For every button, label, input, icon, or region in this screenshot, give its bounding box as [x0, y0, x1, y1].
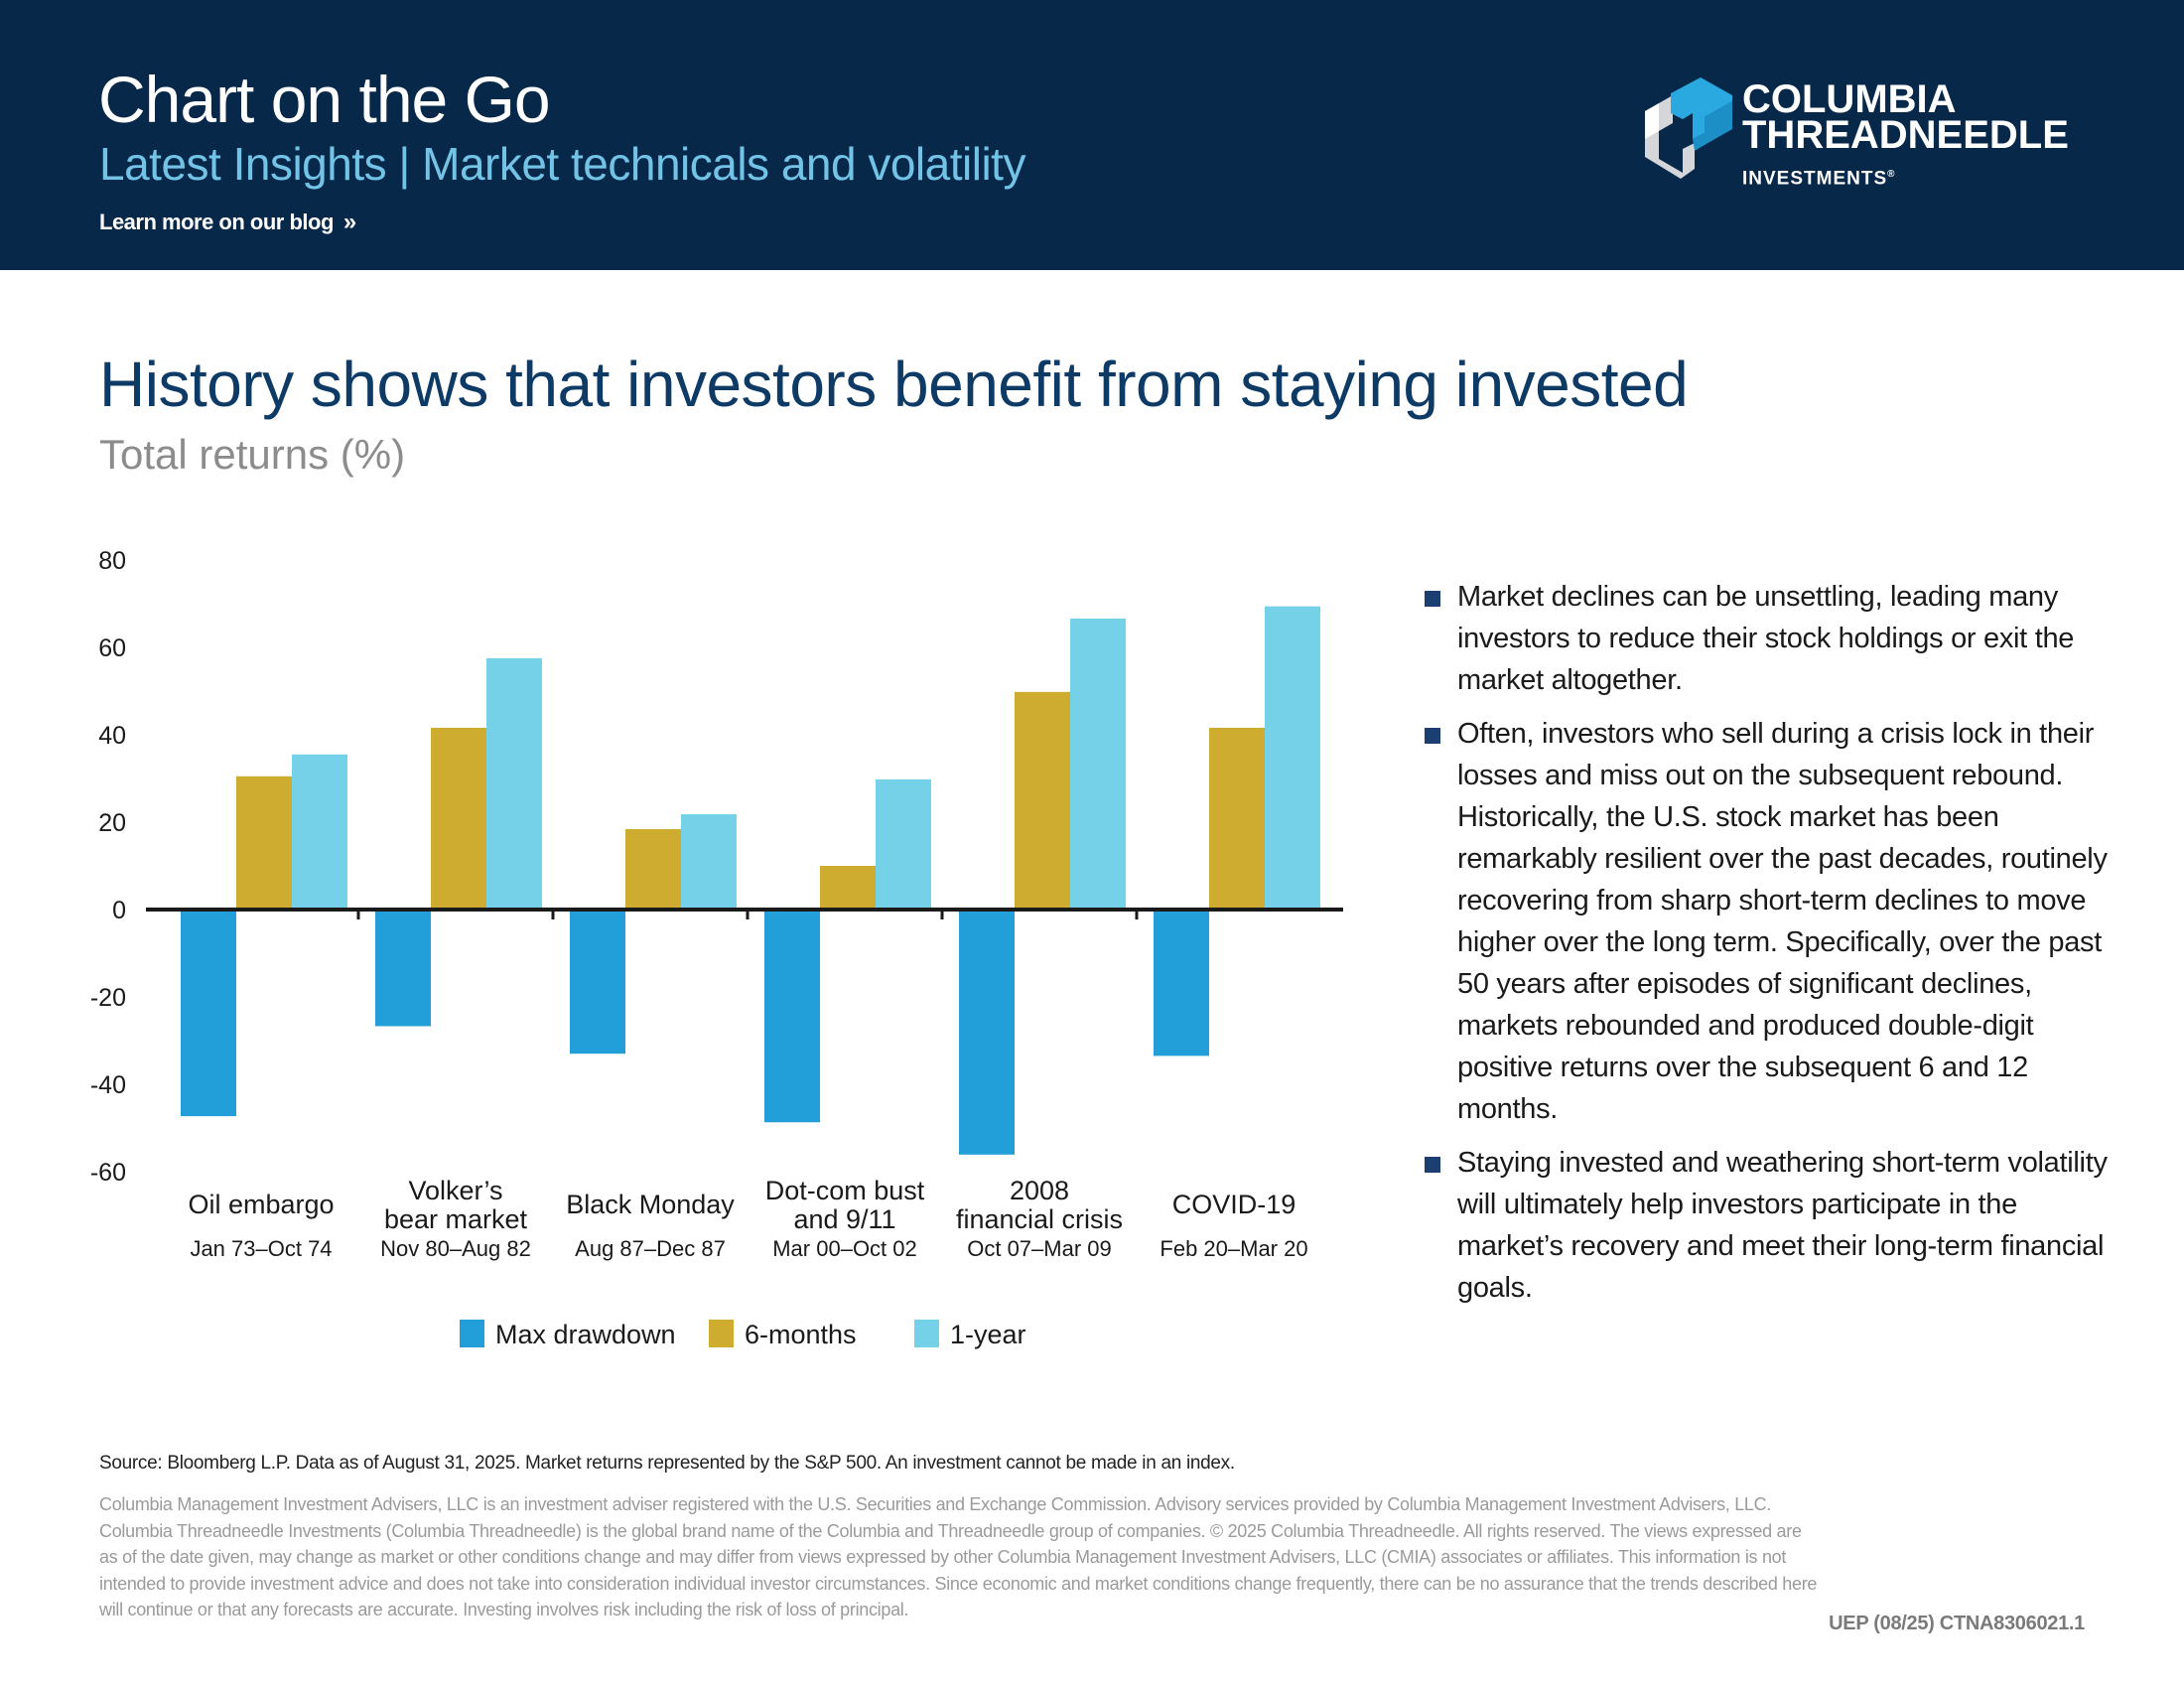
category-period-label: Aug 87–Dec 87	[575, 1236, 726, 1261]
category-label: Black Monday	[566, 1190, 735, 1219]
bar-6-months	[431, 727, 486, 910]
bar-max-drawdown	[764, 910, 820, 1123]
logo-line-2: THREADNEEDLE	[1742, 113, 2069, 157]
logo-line-3: INVESTMENTS®	[1742, 165, 1896, 189]
category-period-label: Oct 07–Mar 09	[967, 1236, 1112, 1261]
category-label: bear market	[384, 1204, 528, 1234]
bar-6-months	[820, 866, 876, 910]
y-tick-label: -40	[90, 1071, 126, 1099]
disclaimer-line: Columbia Management Investment Advisers,…	[99, 1494, 1772, 1514]
bar-6-months	[1209, 727, 1265, 910]
y-tick-label: 20	[98, 809, 126, 837]
logo-investments-text: INVESTMENTS	[1742, 168, 1888, 190]
bullet-item: Staying invested and weathering short-te…	[1425, 1142, 2119, 1309]
bar-max-drawdown	[375, 910, 431, 1027]
bar-6-months	[236, 775, 292, 910]
legend-label: 6-months	[745, 1320, 857, 1349]
chart-title: History shows that investors benefit fro…	[99, 349, 1689, 420]
category-label: 2008	[1010, 1176, 1069, 1205]
header-subtitle: Latest Insights | Market technicals and …	[99, 138, 1025, 190]
bullet-list: Market declines can be unsettling, leadi…	[1425, 576, 2119, 1321]
double-chevron-right-icon: »	[342, 209, 356, 235]
category-label: financial crisis	[956, 1204, 1123, 1234]
disclaimer-line: will continue or that any forecasts are …	[99, 1600, 909, 1619]
category-label: Dot-com bust	[765, 1176, 925, 1205]
bar-max-drawdown	[959, 910, 1015, 1155]
bullet-text: Market declines can be unsettling, leadi…	[1457, 581, 2075, 696]
category-label: Volker’s	[408, 1176, 502, 1205]
bullet-square-icon	[1425, 591, 1440, 607]
bullet-text: Often, investors who sell during a crisi…	[1457, 718, 2108, 1125]
category-label: Oil embargo	[188, 1190, 334, 1219]
bar-1-year	[486, 658, 542, 910]
bar-max-drawdown	[1154, 910, 1209, 1056]
disclaimer-line: as of the date given, may change as mark…	[99, 1547, 1787, 1567]
y-tick-label: 40	[98, 722, 126, 750]
cube-arrow-logo-icon	[1645, 77, 1732, 179]
disclaimer-line: intended to provide investment advice an…	[99, 1573, 1818, 1594]
disclaimer-line: Columbia Threadneedle Investments (Colum…	[99, 1520, 1802, 1541]
bar-1-year	[292, 754, 347, 910]
blog-link-label[interactable]: Learn more on our blog	[99, 210, 334, 234]
bar-1-year	[681, 814, 737, 910]
bullet-square-icon	[1425, 1157, 1440, 1173]
legend-swatch	[460, 1320, 484, 1347]
bar-6-months	[625, 829, 681, 910]
y-tick-label: -60	[90, 1159, 126, 1187]
category-period-label: Jan 73–Oct 74	[190, 1236, 332, 1261]
bar-max-drawdown	[181, 910, 236, 1117]
bar-max-drawdown	[570, 910, 625, 1055]
bullet-text: Staying invested and weathering short-te…	[1457, 1147, 2108, 1304]
bullet-item: Often, investors who sell during a crisi…	[1425, 713, 2119, 1130]
bullet-square-icon	[1425, 728, 1440, 744]
bar-chart: 80 60 40 20 0 -20 -40 -60 Oil embargo Jan 73–Oct …	[90, 547, 1343, 1349]
blog-link[interactable]: Learn more on our blog »	[99, 209, 356, 236]
category-label: and 9/11	[793, 1204, 895, 1234]
category-label: COVID-19	[1172, 1190, 1297, 1219]
category-period-label: Feb 20–Mar 20	[1160, 1236, 1307, 1261]
bar-6-months	[1015, 691, 1070, 910]
y-tick-label: 0	[112, 897, 126, 924]
y-tick-label: 60	[98, 634, 126, 662]
category-period-label: Nov 80–Aug 82	[380, 1236, 531, 1261]
registered-mark: ®	[1887, 169, 1896, 180]
bullet-item: Market declines can be unsettling, leadi…	[1425, 576, 2119, 701]
legend-label: 1-year	[950, 1320, 1026, 1349]
bar-1-year	[1070, 618, 1126, 910]
company-logo: COLUMBIA THREADNEEDLE INVESTMENTS®	[1643, 73, 2080, 193]
chart-subtitle: Total returns (%)	[99, 431, 406, 478]
header-title: Chart on the Go	[98, 63, 551, 136]
document-code: UEP (08/25) CTNA8306021.1	[1829, 1613, 2085, 1634]
source-note: Source: Bloomberg L.P. Data as of August…	[99, 1453, 1235, 1474]
legend-swatch	[709, 1320, 734, 1347]
logo-line-1: COLUMBIA	[1742, 77, 1957, 121]
disclaimer: Columbia Management Investment Advisers,…	[99, 1491, 2095, 1623]
header-banner: Chart on the Go Latest Insights | Market…	[0, 0, 2184, 270]
category-period-label: Mar 00–Oct 02	[772, 1236, 917, 1261]
bar-1-year	[1265, 606, 1320, 910]
legend-label: Max drawdown	[495, 1320, 676, 1349]
legend-swatch	[914, 1320, 939, 1347]
bar-1-year	[876, 778, 931, 910]
y-tick-label: 80	[98, 547, 126, 575]
y-tick-label: -20	[90, 984, 126, 1012]
